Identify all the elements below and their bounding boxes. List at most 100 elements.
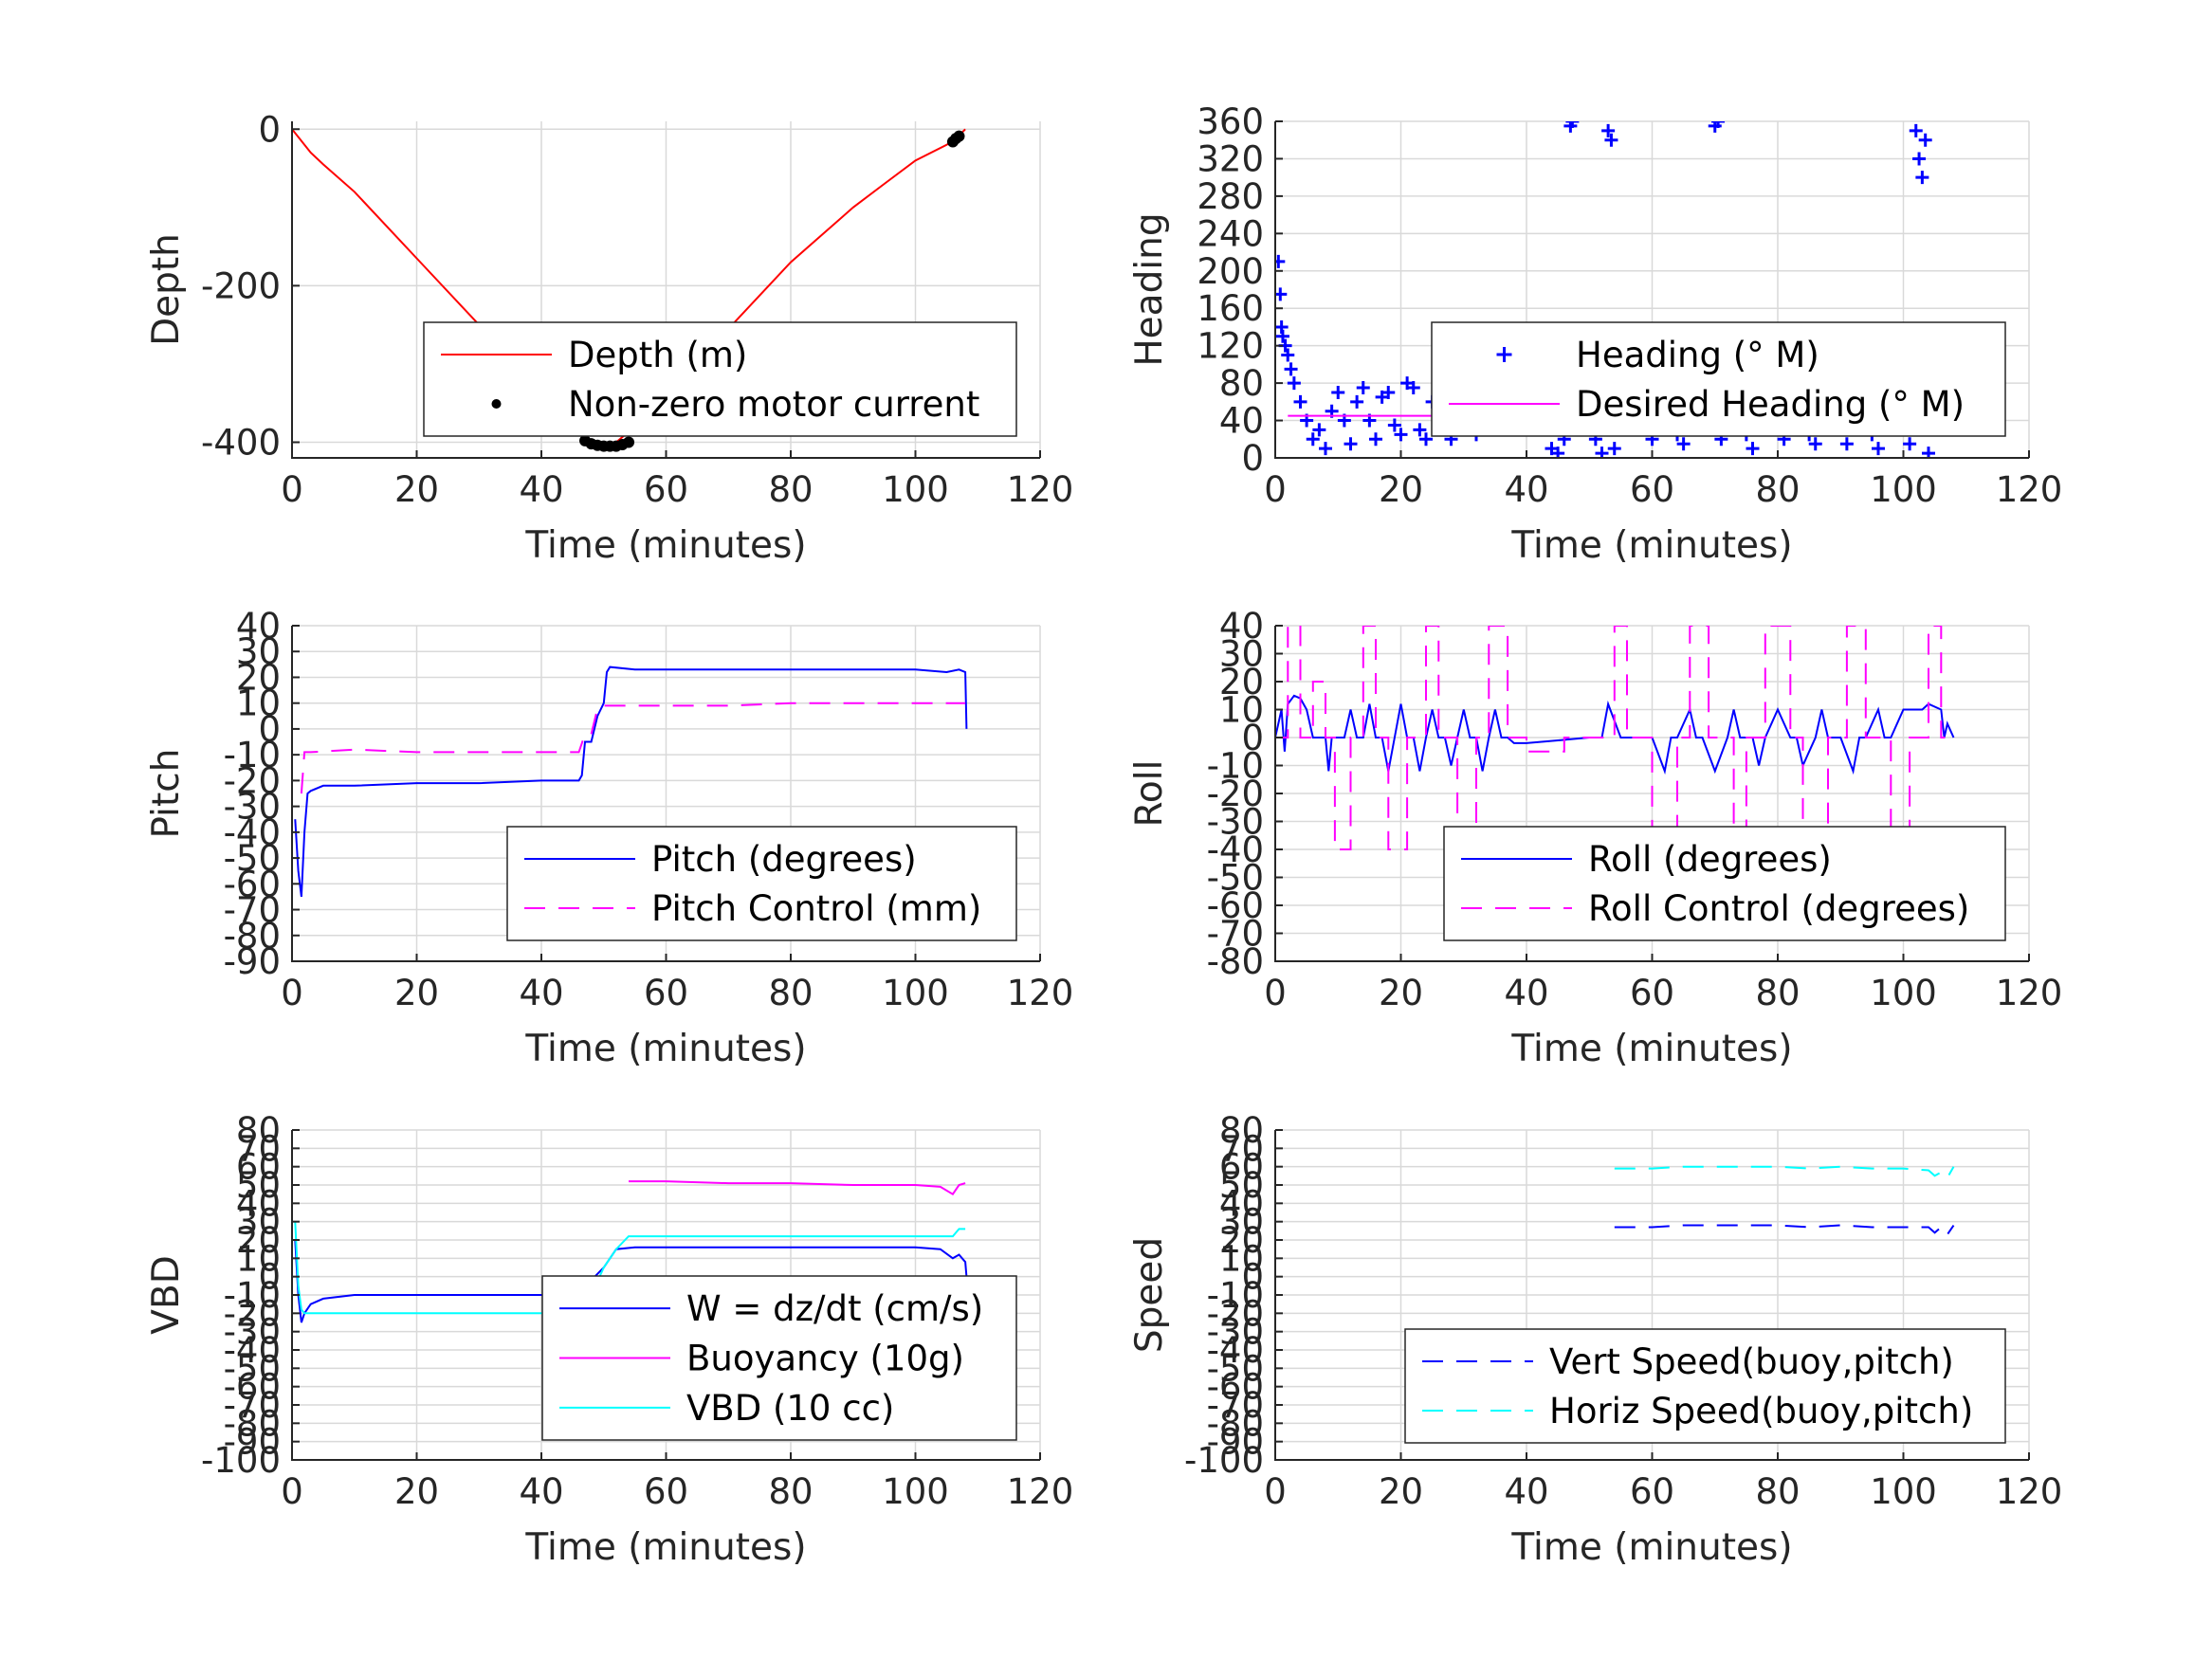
- roll-y-tick-label: -30: [1207, 802, 1264, 843]
- roll-x-tick-label: 120: [1996, 973, 2063, 1013]
- speed-y-tick-label: -10: [1207, 1275, 1264, 1316]
- roll-series-0-line: [1275, 694, 1955, 775]
- speed-series-group: [1614, 1165, 1955, 1236]
- heading-series-0-point: [1387, 418, 1401, 432]
- pitch-y-tick-label: -10: [224, 735, 281, 775]
- heading-x-tick-label: 40: [1504, 469, 1548, 510]
- heading-series-0-point: [1676, 437, 1691, 451]
- pitch-y-tick-label: -90: [224, 941, 281, 982]
- heading-series-0-point: [1915, 171, 1929, 185]
- depth-legend-label: Depth (m): [568, 335, 747, 375]
- heading-x-tick-label: 0: [1264, 469, 1287, 510]
- heading-series-0-point: [1909, 123, 1923, 137]
- pitch-y-tick-label: -30: [224, 787, 281, 828]
- heading-series-0-point: [1406, 381, 1420, 395]
- heading-y-tick-label: 320: [1197, 138, 1264, 179]
- pitch-series-group: [294, 665, 968, 898]
- vbd-series-1-line: [629, 1180, 966, 1196]
- speed-y-tick-label: 70: [1219, 1128, 1264, 1169]
- pitch-y-tick-label: -60: [224, 864, 281, 904]
- vbd-y-tick-label: -50: [224, 1348, 281, 1389]
- heading-series-0-point: [1565, 121, 1580, 128]
- roll-x-tick-label: 0: [1264, 973, 1287, 1013]
- vbd-y-tick-label: -70: [224, 1385, 281, 1426]
- speed-y-tick-label: -100: [1184, 1440, 1264, 1481]
- pitch-y-tick-label: -80: [224, 916, 281, 957]
- speed-y-tick-label: -50: [1207, 1348, 1264, 1389]
- roll-x-tick-label: 60: [1630, 973, 1674, 1013]
- roll-series-1-line: [1275, 626, 1954, 850]
- vbd-y-tick-label: 10: [236, 1238, 281, 1279]
- vbd-y-tick-label: -60: [224, 1367, 281, 1408]
- roll-y-tick-label: -70: [1207, 914, 1264, 955]
- heading-series-0-point: [1344, 437, 1358, 451]
- speed-y-tick-label: 50: [1219, 1165, 1264, 1206]
- heading-x-axis-label: Time (minutes): [1510, 524, 1792, 567]
- heading-y-tick-label: 240: [1197, 213, 1264, 254]
- depth-panel: 0 20 40 60 80 100 120 0 -200 -400 Time (minutes) De…: [145, 109, 1073, 567]
- pitch-series-0-line: [294, 665, 968, 898]
- speed-y-tick-label: -60: [1207, 1367, 1264, 1408]
- heading-legend-label: Desired Heading (° M): [1576, 384, 1965, 425]
- depth-x-tick-label: 40: [519, 469, 563, 510]
- roll-y-tick-label: 30: [1219, 634, 1264, 675]
- vbd-legend-label: Buoyancy (10g): [686, 1339, 964, 1379]
- heading-series-0-point: [1808, 437, 1822, 451]
- heading-x-tick-label: 120: [1996, 469, 2063, 510]
- speed-y-tick-label: 10: [1219, 1238, 1264, 1279]
- heading-series-0-point: [1711, 121, 1726, 128]
- heading-x-tick-label: 100: [1870, 469, 1937, 510]
- vbd-x-tick-label: 20: [394, 1471, 439, 1512]
- heading-series-0-point: [1275, 329, 1289, 343]
- pitch-y-tick-label: -50: [224, 838, 281, 879]
- roll-legend: Roll (degrees) Roll Control (degrees): [1443, 826, 2006, 941]
- roll-x-tick-label: 100: [1870, 973, 1937, 1013]
- heading-series-0-point: [1356, 381, 1370, 395]
- depth-series-1-point: [623, 436, 635, 448]
- roll-x-tick-label: 40: [1504, 973, 1548, 1013]
- depth-series-group: [292, 128, 966, 452]
- heading-series-0-point: [1293, 394, 1307, 409]
- speed-y-tick-label: -80: [1207, 1403, 1264, 1444]
- depth-x-tick-label: 80: [768, 469, 813, 510]
- speed-y-tick-label: 60: [1219, 1147, 1264, 1188]
- depth-x-tick-label: 20: [394, 469, 439, 510]
- vbd-x-tick-label: 60: [644, 1471, 688, 1512]
- heading-series-0-point: [1607, 442, 1621, 456]
- pitch-y-tick-label: 20: [236, 657, 281, 698]
- pitch-x-tick-label: 100: [882, 973, 949, 1013]
- speed-legend: Vert Speed(buoy,pitch) Horiz Speed(buoy,p…: [1404, 1328, 2006, 1444]
- vbd-x-tick-label: 80: [768, 1471, 813, 1512]
- heading-legend-marker: [1496, 347, 1512, 362]
- heading-series-0-point: [1306, 432, 1320, 447]
- heading-y-tick-label: 120: [1197, 326, 1264, 367]
- speed-legend-label: Horiz Speed(buoy,pitch): [1549, 1391, 1973, 1431]
- depth-x-tick-label: 0: [281, 469, 303, 510]
- vbd-y-tick-label: -80: [224, 1403, 281, 1444]
- vbd-x-axis-label: Time (minutes): [524, 1526, 806, 1569]
- vbd-legend-label: W = dz/dt (cm/s): [686, 1288, 983, 1329]
- heading-series-0-point: [1746, 442, 1760, 456]
- depth-x-axis-label: Time (minutes): [524, 524, 806, 567]
- heading-y-tick-label: 0: [1241, 438, 1264, 479]
- heading-legend: Heading (° M) Desired Heading (° M): [1431, 321, 2006, 437]
- vbd-x-tick-label: 100: [882, 1471, 949, 1512]
- pitch-y-tick-label: -20: [224, 760, 281, 801]
- vbd-y-tick-label: 0: [258, 1257, 281, 1298]
- heading-panel: 0 20 40 60 80 100 1200408012016020024028032036…: [1128, 101, 2062, 567]
- speed-y-tick-label: 20: [1219, 1220, 1264, 1261]
- speed-series-1-line: [1614, 1165, 1955, 1179]
- vbd-y-tick-label: -40: [224, 1330, 281, 1371]
- speed-y-tick-label: -90: [1207, 1422, 1264, 1463]
- speed-x-tick-label: 20: [1379, 1471, 1423, 1512]
- pitch-legend-label: Pitch Control (mm): [651, 888, 981, 929]
- heading-legend-box: [1431, 321, 2006, 437]
- pitch-y-axis-label: Pitch: [145, 749, 188, 839]
- speed-y-axis-label: Speed: [1128, 1237, 1171, 1353]
- speed-y-tick-label: 30: [1219, 1202, 1264, 1243]
- speed-panel: 0 20 40 60 80 100 12080706050403020100-10-20-3…: [1128, 1110, 2062, 1569]
- heading-series-0-point: [1413, 423, 1427, 437]
- pitch-y-tick-label: 0: [258, 709, 281, 750]
- speed-y-tick-label: -20: [1207, 1293, 1264, 1334]
